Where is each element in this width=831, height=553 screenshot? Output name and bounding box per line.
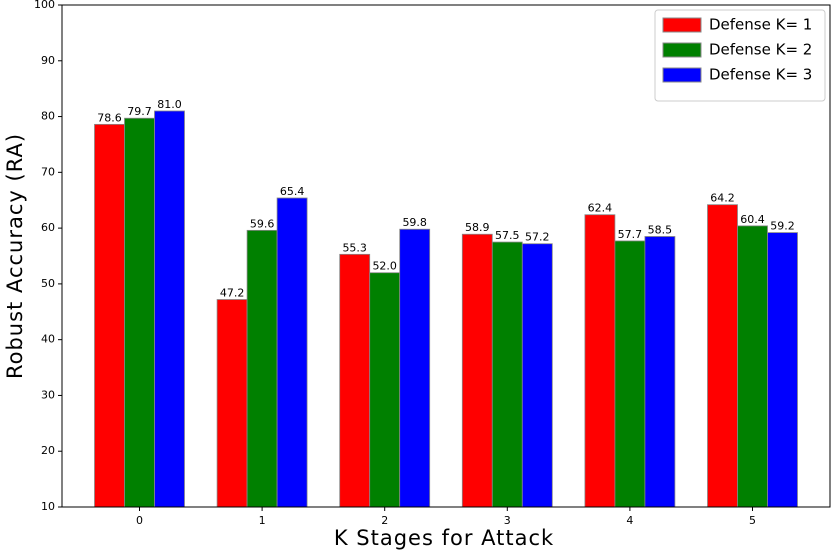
value-label: 62.4 bbox=[588, 202, 613, 215]
legend-label: Defense K= 2 bbox=[709, 41, 812, 59]
plot-frame bbox=[61, 4, 831, 508]
bar bbox=[339, 253, 371, 508]
bar bbox=[246, 229, 278, 508]
bar bbox=[491, 241, 523, 508]
y-tick-label: 80 bbox=[41, 110, 55, 123]
y-tick-label: 10 bbox=[41, 500, 55, 513]
y-tick-label: 40 bbox=[41, 333, 55, 346]
bar bbox=[94, 123, 125, 508]
value-label: 57.5 bbox=[495, 229, 520, 242]
value-label: 81.0 bbox=[157, 98, 182, 111]
value-label: 64.2 bbox=[710, 192, 735, 205]
value-label: 60.4 bbox=[740, 213, 765, 226]
bar bbox=[644, 236, 676, 508]
value-label: 55.3 bbox=[342, 241, 367, 254]
y-tick-label: 70 bbox=[41, 165, 55, 178]
bar bbox=[521, 243, 553, 508]
y-tick-label: 60 bbox=[41, 221, 55, 234]
bar bbox=[369, 272, 401, 508]
bar bbox=[584, 214, 616, 508]
value-label: 58.9 bbox=[465, 221, 490, 234]
y-tick-label: 30 bbox=[41, 388, 55, 401]
x-tick-label: 5 bbox=[749, 514, 756, 527]
x-tick-label: 4 bbox=[626, 514, 633, 527]
legend-swatch bbox=[662, 17, 702, 33]
x-tick-label: 1 bbox=[259, 514, 266, 527]
legend-swatch bbox=[662, 67, 702, 83]
value-label: 59.6 bbox=[250, 217, 275, 230]
value-label: 58.5 bbox=[648, 223, 673, 236]
y-tick-label: 90 bbox=[41, 54, 55, 67]
y-tick-label: 20 bbox=[41, 444, 55, 457]
bar bbox=[767, 232, 798, 508]
x-tick-label: 2 bbox=[381, 514, 388, 527]
value-label: 57.7 bbox=[618, 228, 643, 241]
value-label: 57.2 bbox=[525, 231, 550, 244]
bar bbox=[707, 204, 738, 508]
legend-swatch bbox=[662, 42, 702, 58]
bar bbox=[154, 110, 185, 508]
bar bbox=[614, 240, 646, 508]
bar bbox=[461, 233, 493, 508]
value-label: 47.2 bbox=[220, 287, 245, 300]
value-label: 79.7 bbox=[127, 105, 152, 118]
bar bbox=[737, 225, 768, 508]
y-axis-label: Robust Accuracy (RA) bbox=[3, 133, 27, 379]
value-label: 78.6 bbox=[97, 111, 122, 124]
x-tick-label: 0 bbox=[136, 514, 143, 527]
legend-label: Defense K= 3 bbox=[709, 66, 812, 84]
value-label: 65.4 bbox=[280, 185, 305, 198]
x-tick-label: 3 bbox=[504, 514, 511, 527]
legend-label: Defense K= 1 bbox=[709, 16, 812, 34]
value-label: 59.8 bbox=[402, 216, 427, 229]
bar bbox=[216, 299, 248, 508]
bar bbox=[124, 117, 155, 508]
bar bbox=[276, 197, 308, 508]
value-label: 52.0 bbox=[372, 260, 397, 273]
x-axis-label: K Stages for Attack bbox=[334, 526, 554, 550]
y-tick-label: 50 bbox=[41, 277, 55, 290]
bar bbox=[399, 228, 431, 508]
value-label: 59.2 bbox=[770, 220, 795, 233]
y-tick-label: 100 bbox=[34, 0, 55, 11]
